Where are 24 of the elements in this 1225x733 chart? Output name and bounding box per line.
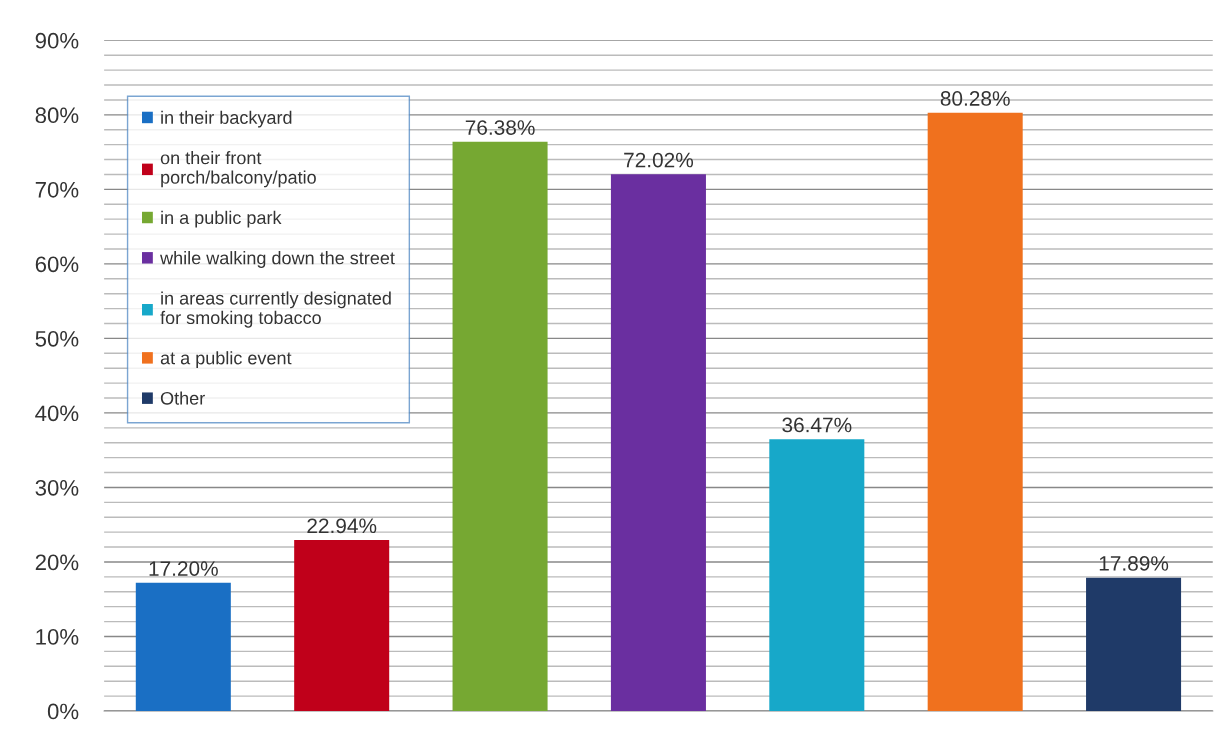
legend-label: at a public event — [160, 351, 292, 368]
y-tick-label: 60% — [35, 256, 79, 273]
y-tick-label: 70% — [35, 181, 79, 198]
data-label: 17.20% — [149, 561, 218, 576]
legend-label: in their backyard — [161, 110, 292, 128]
y-tick-label: 50% — [35, 330, 79, 347]
y-tick-label: 40% — [35, 405, 79, 422]
data-label: 22.94% — [307, 518, 377, 534]
legend-label: on their front porch/balcony/patio — [160, 151, 316, 188]
legend-label: while walking down the street — [160, 251, 395, 268]
y-tick-label: 20% — [35, 554, 79, 571]
data-label: 17.89% — [1099, 556, 1169, 571]
data-label: 36.47% — [782, 417, 852, 433]
legend-label: in areas currently designated for smoking tobacco — [160, 291, 391, 328]
data-label: 76.38% — [465, 120, 535, 135]
y-tick-label: 80% — [35, 107, 79, 124]
data-label: 72.02% — [624, 152, 694, 168]
y-tick-label: 0% — [47, 703, 79, 720]
legend-label: in a public park — [161, 210, 282, 228]
data-label: 80.28% — [940, 91, 1010, 106]
y-tick-label: 10% — [36, 629, 79, 645]
y-tick-label: 30% — [35, 479, 79, 496]
legend-label: Other — [160, 391, 205, 405]
y-tick-label: 90% — [35, 32, 79, 49]
